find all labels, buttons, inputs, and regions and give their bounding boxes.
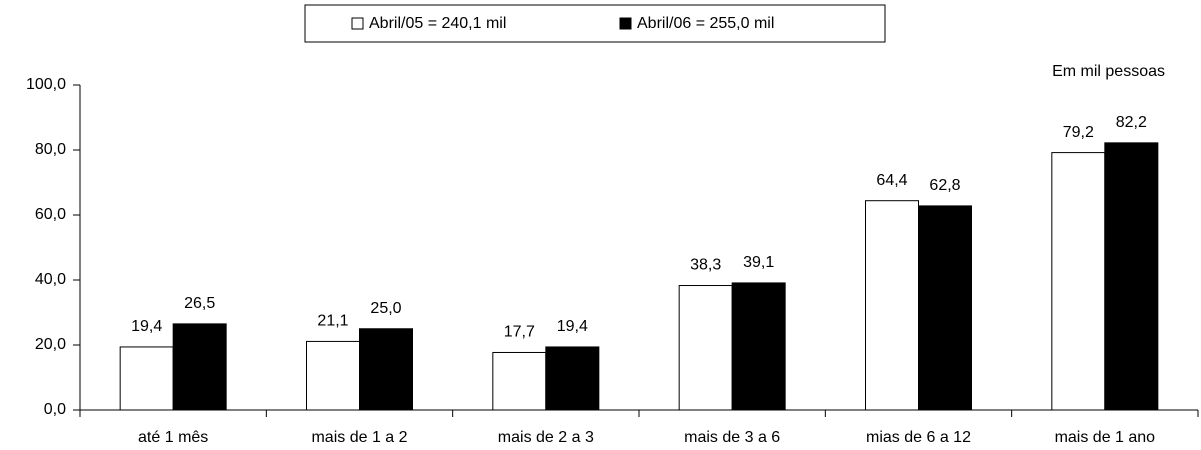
value-label: 21,1 [317,313,348,330]
bar [172,323,227,411]
legend-label: Abril/05 = 240,1 mil [369,15,506,32]
value-label: 25,0 [370,300,401,317]
y-tick-label: 0,0 [44,401,66,418]
value-label: 26,5 [184,295,215,312]
bar [545,346,600,411]
legend-box [304,4,886,43]
bar [1104,142,1159,411]
value-label: 62,8 [929,177,960,194]
bar [1051,152,1106,411]
x-tick-label: mais de 2 a 3 [498,429,594,446]
y-tick-label: 40,0 [35,271,66,288]
bar [306,340,360,411]
x-tick-label: mias de 6 a 12 [866,429,971,446]
y-tick-label: 80,0 [35,141,66,158]
value-label: 38,3 [690,257,721,274]
value-label: 64,4 [876,172,907,189]
x-tick-label: mais de 1 a 2 [311,429,407,446]
y-tick-label: 100,0 [26,76,66,93]
value-label: 39,1 [743,254,774,271]
bar [492,351,547,411]
y-tick-label: 60,0 [35,206,66,223]
y-tick-label: 20,0 [35,336,66,353]
unit-annotation: Em mil pessoas [1052,63,1165,80]
value-label: 19,4 [131,318,162,335]
value-label: 79,2 [1063,124,1094,141]
bar [731,282,786,411]
legend-swatch [351,17,364,30]
x-tick-label: mais de 1 ano [1055,429,1156,446]
bar [678,285,733,411]
bar [918,205,972,411]
x-tick-label: mais de 3 a 6 [684,429,780,446]
legend-swatch [619,17,632,30]
bar [119,346,174,411]
bar [865,200,919,411]
x-tick-label: até 1 mês [138,429,208,446]
bar [359,328,413,411]
value-label: 17,7 [504,324,535,341]
value-label: 82,2 [1116,114,1147,131]
value-label: 19,4 [557,318,588,335]
legend-label: Abril/06 = 255,0 mil [637,15,774,32]
